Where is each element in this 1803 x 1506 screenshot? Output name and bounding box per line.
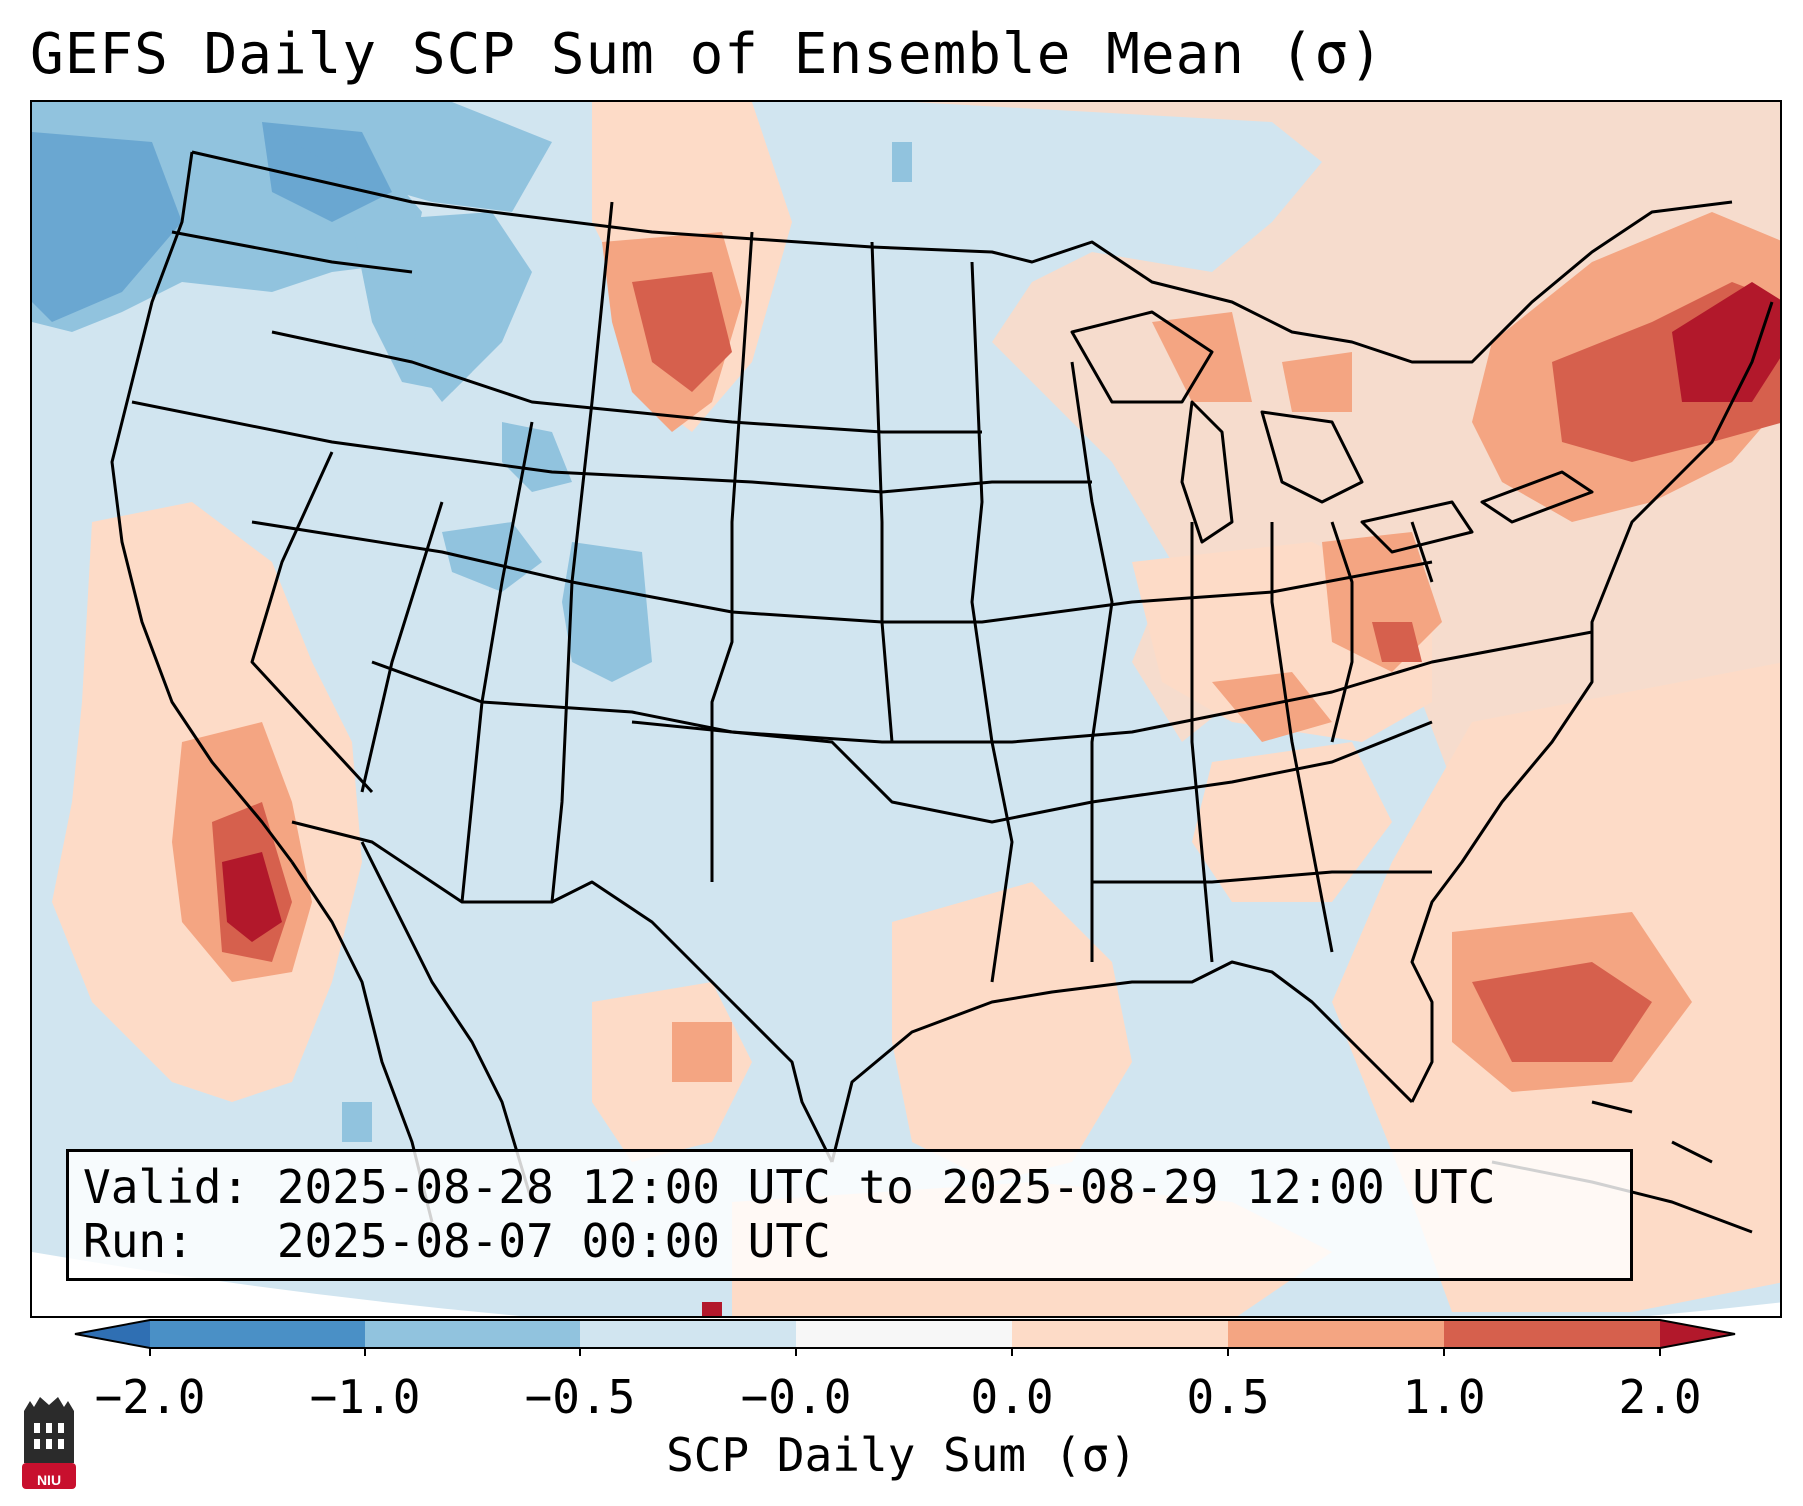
valid-run-info-box: Valid: 2025-08-28 12:00 UTC to 2025-08-2…	[66, 1149, 1633, 1281]
colorbar-bin	[1444, 1320, 1660, 1348]
colorbar-bin	[796, 1320, 1012, 1348]
map-canvas	[32, 102, 1780, 1316]
colorbar-tick: −2.0	[94, 1370, 206, 1424]
colorbar-extend-high	[1660, 1320, 1735, 1348]
colorbar-tick: 0.5	[1186, 1370, 1270, 1424]
mexico-border	[291, 820, 834, 1163]
colorbar-label: SCP Daily Sum (σ)	[666, 1428, 1137, 1482]
west-coast	[110, 151, 294, 863]
east-coast	[1410, 301, 1774, 1103]
niu-logo-text: NIU	[36, 1472, 62, 1488]
colorbar-extend-low	[75, 1320, 150, 1348]
colorbar-tick: −1.0	[309, 1370, 421, 1424]
strong-negative-areas	[32, 122, 392, 322]
colorbar-bin	[580, 1320, 796, 1348]
run-time-line: Run: 2025-08-07 00:00 UTC	[83, 1214, 831, 1268]
valid-time-line: Valid: 2025-08-28 12:00 UTC to 2025-08-2…	[83, 1160, 1496, 1214]
niu-logo-icon	[22, 1397, 76, 1489]
colorbar-tick: 1.0	[1402, 1370, 1486, 1424]
colorbar	[74, 1319, 1736, 1356]
colorbar-tick: −0.5	[524, 1370, 636, 1424]
gulf-coast	[830, 960, 1414, 1163]
map-panel	[30, 100, 1782, 1318]
colorbar-bin	[150, 1320, 365, 1348]
canada-border	[191, 150, 1733, 364]
colorbar-bin	[1012, 1320, 1228, 1348]
map-title: GEFS Daily SCP Sum of Ensemble Mean (σ)	[30, 22, 1384, 87]
colorbar-tick: 0.0	[970, 1370, 1054, 1424]
extreme-positive-areas	[222, 282, 1780, 1316]
colorbar-tick: −0.0	[740, 1370, 852, 1424]
colorbar-tick: 2.0	[1618, 1370, 1702, 1424]
colorbar-bin	[1228, 1320, 1444, 1348]
colorbar-bin	[365, 1320, 580, 1348]
